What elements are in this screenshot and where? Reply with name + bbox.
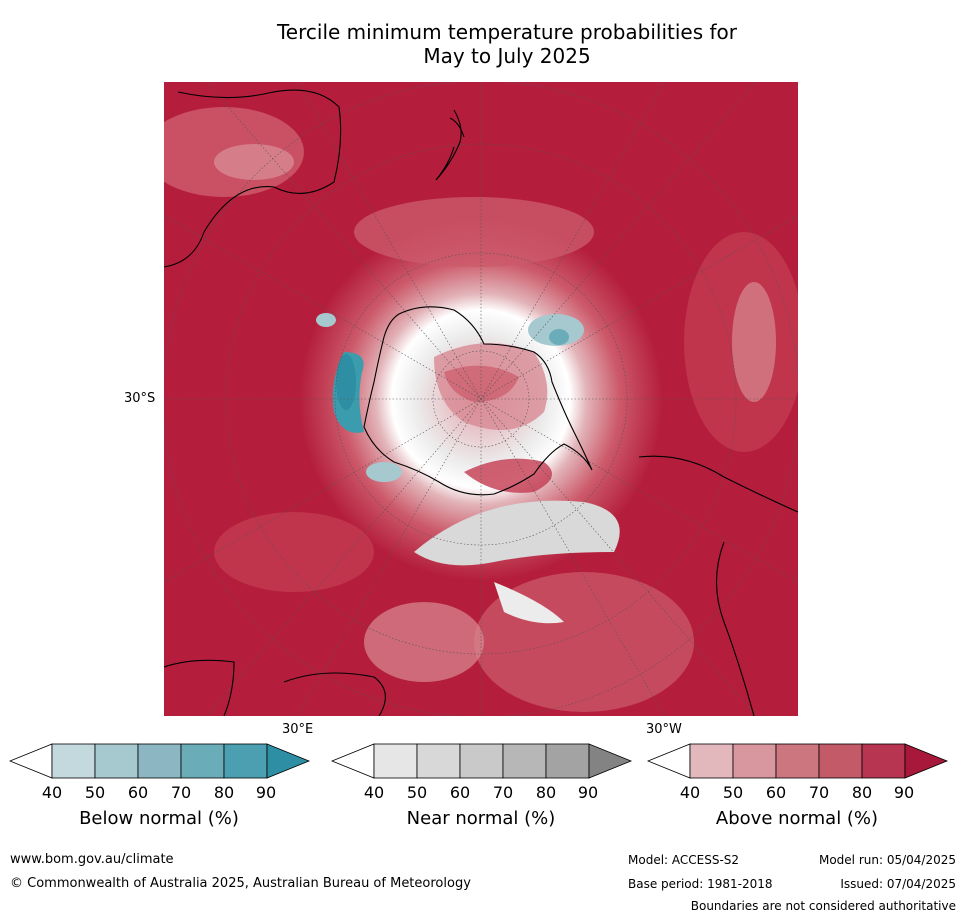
- southern-africa-coastline: [283, 672, 386, 716]
- tick-near-90: 90: [577, 783, 599, 802]
- colorbar-near-label: Near normal (%): [406, 808, 556, 829]
- tick-near-70: 70: [492, 783, 514, 802]
- colorbar-near-extend-high: [588, 743, 633, 779]
- tick-below-70: 70: [170, 783, 192, 802]
- title-line-2: May to July 2025: [423, 44, 591, 68]
- colorbar-near-segment-80: [545, 743, 590, 779]
- colorbar-below-label: Below normal (%): [79, 808, 239, 829]
- colorbar-above-segment-50: [732, 743, 777, 779]
- tick-below-40: 40: [41, 783, 63, 802]
- colorbar-below-normal: [9, 743, 311, 783]
- footer-copyright: © Commonwealth of Australia 2025, Austra…: [10, 876, 471, 891]
- tick-below-50: 50: [84, 783, 106, 802]
- patch-above-70-north: [354, 197, 594, 267]
- colorbar-below-segment-70: [180, 743, 225, 779]
- colorbar-below-segment-60: [137, 743, 182, 779]
- colorbar-above-segment-60: [775, 743, 820, 779]
- colorbar-near-segment-60: [459, 743, 504, 779]
- tick-above-60: 60: [765, 783, 787, 802]
- antarctic-probability-map: [164, 82, 798, 716]
- colorbar-above-segment-70: [818, 743, 863, 779]
- colorbar-below-segment-80: [223, 743, 268, 779]
- colorbar-above-extend-low: [647, 743, 691, 779]
- colorbar-near-extend-low: [331, 743, 375, 779]
- footer-model: Model: ACCESS-S2: [628, 853, 740, 867]
- tick-below-80: 80: [213, 783, 235, 802]
- colorbar-above-extend-high: [904, 743, 949, 779]
- colorbar-near-segment-40: [373, 743, 418, 779]
- tick-above-50: 50: [722, 783, 744, 802]
- graticule: [164, 82, 798, 716]
- antarctica-coastline: [363, 306, 593, 496]
- coastlines: [164, 89, 798, 716]
- australia-coastline: [164, 89, 342, 268]
- colorbar-above-segment-40: [689, 743, 734, 779]
- tick-above-90: 90: [893, 783, 915, 802]
- south-america-coastline-north: [638, 455, 798, 513]
- colorbar-below-segment-50: [94, 743, 139, 779]
- colorbar-below-extend-low: [9, 743, 53, 779]
- colorbar-above-segment-80: [861, 743, 906, 779]
- antarctica-interior-above-70: [444, 365, 519, 402]
- below-normal-core-west: [336, 354, 356, 410]
- footer-disclaimer: Boundaries are not considered authoritat…: [690, 899, 956, 913]
- near-normal-band: [414, 500, 620, 566]
- colorbar-near-segment-50: [416, 743, 461, 779]
- tick-above-70: 70: [808, 783, 830, 802]
- longitude-label-30e: 30°E: [282, 722, 314, 737]
- chart-title: Tercile minimum temperature probabilitie…: [165, 20, 849, 68]
- colorbar-near-ticks: 40 50 60 70 80 90: [364, 783, 598, 803]
- below-normal-patch-small: [316, 313, 336, 327]
- tick-above-80: 80: [851, 783, 873, 802]
- tick-above-40: 40: [679, 783, 701, 802]
- map-canvas: [164, 82, 798, 716]
- colorbar-below-graphic: [9, 743, 311, 779]
- new-zealand-coastline: [435, 109, 465, 181]
- patch-above-60-south: [364, 602, 484, 682]
- colorbar-near-segment-70: [502, 743, 547, 779]
- patch-above-60-nw: [214, 144, 294, 180]
- below-normal-patch-southwest: [366, 462, 402, 482]
- colorbar-above-label: Above normal (%): [715, 808, 879, 829]
- latitude-label-30s: 30°S: [124, 391, 156, 406]
- africa-coastline: [164, 659, 235, 716]
- near-normal-tongue: [494, 582, 564, 624]
- tick-near-50: 50: [406, 783, 428, 802]
- tick-below-60: 60: [127, 783, 149, 802]
- south-america-coastline-west: [715, 541, 755, 716]
- title-line-1: Tercile minimum temperature probabilitie…: [276, 20, 738, 44]
- footer-model-run: Model run: 05/04/2025: [818, 853, 956, 867]
- colorbar-near-normal: [331, 743, 633, 783]
- colorbar-above-graphic: [647, 743, 949, 779]
- colorbar-below-ticks: 40 50 60 70 80 90: [42, 783, 276, 803]
- tick-near-40: 40: [363, 783, 385, 802]
- colorbar-above-normal: [647, 743, 949, 783]
- colorbar-below-extend-high: [266, 743, 311, 779]
- footer-url: www.bom.gov.au/climate: [10, 852, 174, 867]
- patch-above-60-east: [732, 282, 776, 402]
- antarctica-coast-above-80: [464, 458, 552, 493]
- tick-below-90: 90: [255, 783, 277, 802]
- patch-above-80-sw: [214, 512, 374, 592]
- colorbar-above-ticks: 40 50 60 70 80 90: [680, 783, 914, 803]
- footer-issued: Issued: 07/04/2025: [840, 877, 956, 891]
- tick-near-80: 80: [535, 783, 557, 802]
- tick-near-60: 60: [449, 783, 471, 802]
- colorbar-below-segment-40: [51, 743, 96, 779]
- longitude-label-30w: 30°W: [646, 722, 682, 737]
- below-normal-core-east: [549, 329, 569, 345]
- colorbar-near-graphic: [331, 743, 633, 779]
- footer-base-period: Base period: 1981-2018: [628, 877, 773, 891]
